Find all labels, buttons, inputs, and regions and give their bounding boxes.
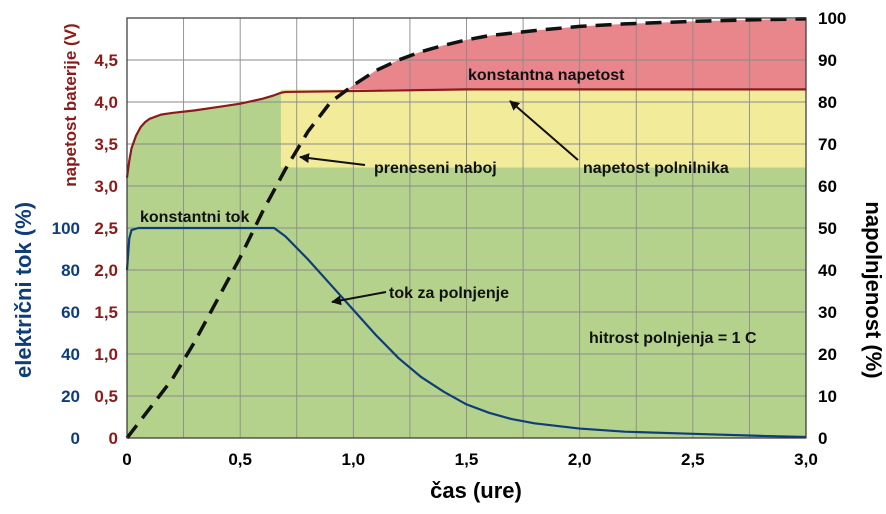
current-tick-label: 20 — [61, 387, 80, 406]
annotation-transferred: preneseni naboj — [374, 160, 497, 177]
x-axis-title: čas (ure) — [430, 478, 522, 503]
transferred-charge-area-red — [330, 18, 806, 90]
voltage-tick-label: 0 — [109, 429, 118, 448]
annotation-charger-voltage: napetost polnilnika — [583, 160, 729, 177]
y-axis-title-current: električni tok (%) — [11, 202, 36, 378]
current-tick-label: 60 — [61, 303, 80, 322]
voltage-tick-label: 2,5 — [94, 219, 118, 238]
right-tick-label: 60 — [818, 177, 837, 196]
right-tick-label: 50 — [818, 219, 837, 238]
charge-line — [125, 17, 807, 440]
voltage-tick-label: 1,0 — [94, 345, 118, 364]
current-tick-label: 100 — [52, 219, 80, 238]
voltage-tick-label: 4,0 — [94, 93, 118, 112]
y-axis-title-right: napolnjenost (%) — [861, 201, 886, 378]
right-tick-label: 40 — [818, 261, 837, 280]
tick-labels: 0 0,5 1,0 1,5 2,0 2,5 3,000,51,01,52,02,53,03,… — [52, 9, 847, 469]
current-line — [125, 226, 807, 439]
x-tick-label: 0,5 — [228, 450, 252, 469]
right-tick-label: 90 — [818, 51, 837, 70]
voltage-tick-label: 3,0 — [94, 177, 118, 196]
right-tick-label: 100 — [818, 9, 846, 28]
right-tick-label: 30 — [818, 303, 837, 322]
right-tick-label: 0 — [818, 429, 827, 448]
plot-frame — [126, 17, 807, 439]
series-lines — [125, 17, 807, 440]
voltage-tick-label: 2,0 — [94, 261, 118, 280]
right-tick-label: 70 — [818, 135, 837, 154]
annotation-rate: hitrost polnjenja = 1 C — [589, 330, 757, 347]
current-tick-label: 0 — [71, 429, 80, 448]
arrow-charge-current — [331, 291, 387, 306]
charger-voltage-band-yellow — [280, 89, 806, 168]
voltage-tick-label: 1,5 — [94, 303, 118, 322]
voltage-tick-label: 3,5 — [94, 135, 118, 154]
x-tick-label: 0 — [122, 450, 131, 469]
right-tick-label: 10 — [818, 387, 837, 406]
x-tick-label: 2,0 — [568, 450, 592, 469]
voltage-tick-label: 4,5 — [94, 51, 118, 70]
right-tick-label: 80 — [818, 93, 837, 112]
arrow-transferred-charge — [299, 153, 366, 166]
x-tick-label: 1,0 — [342, 450, 366, 469]
arrow-charger-voltage — [509, 100, 579, 161]
right-tick-label: 20 — [818, 345, 837, 364]
x-tick-label: 2,5 — [681, 450, 705, 469]
x-tick-label: 3,0 — [794, 450, 818, 469]
voltage-tick-label: 0,5 — [94, 387, 118, 406]
annotation-const-voltage: konstantna napetost — [468, 67, 625, 84]
annotation-const-current: konstantni tok — [140, 209, 249, 226]
x-tick-label: 1,5 — [455, 450, 479, 469]
annotations: konstantna napetost preneseni naboj napeto… — [140, 67, 757, 347]
current-tick-label: 40 — [61, 345, 80, 364]
annotation-arrows — [299, 100, 579, 306]
annotation-charge-current: tok za polnjenje — [389, 285, 509, 302]
y-axis-title-voltage: napetost baterije (V) — [61, 23, 80, 186]
voltage-line — [125, 88, 806, 178]
current-tick-label: 80 — [61, 261, 80, 280]
